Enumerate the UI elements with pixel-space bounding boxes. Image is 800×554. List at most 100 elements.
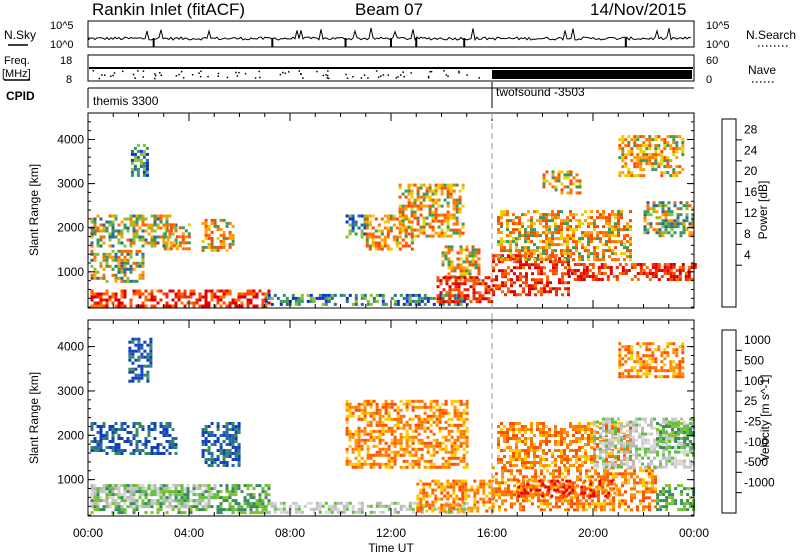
data-cell xyxy=(611,228,614,232)
data-cell xyxy=(399,465,403,469)
data-cell xyxy=(357,441,361,445)
data-cell xyxy=(423,429,427,433)
data-cell xyxy=(348,405,352,409)
data-cell xyxy=(431,491,435,495)
data-cell xyxy=(399,447,403,451)
data-cell xyxy=(658,201,662,205)
data-cell xyxy=(249,298,253,302)
data-cell xyxy=(105,255,109,259)
data-cell xyxy=(387,444,391,448)
data-cell xyxy=(105,301,109,305)
data-cell xyxy=(669,174,673,178)
data-cell xyxy=(195,298,199,302)
data-cell xyxy=(560,191,564,195)
data-cell xyxy=(501,466,504,470)
data-cell xyxy=(420,420,424,424)
data-cell xyxy=(401,223,405,227)
data-cell xyxy=(469,276,473,280)
data-cell xyxy=(527,252,530,256)
data-cell xyxy=(597,472,600,476)
data-cell xyxy=(366,450,370,454)
data-cell xyxy=(459,245,463,249)
data-cell xyxy=(561,254,564,258)
data-cell xyxy=(498,260,501,264)
data-cell xyxy=(526,482,530,486)
data-cell xyxy=(563,258,566,262)
data-cell xyxy=(225,499,229,503)
data-cell xyxy=(566,219,569,223)
data-cell xyxy=(147,493,151,497)
data-cell xyxy=(460,294,464,298)
data-cell xyxy=(267,499,271,503)
data-cell xyxy=(138,226,142,230)
data-cell xyxy=(166,223,170,227)
data-cell xyxy=(678,147,682,151)
data-cell xyxy=(639,147,643,151)
data-cell xyxy=(165,484,169,488)
data-cell xyxy=(153,490,157,494)
data-cell xyxy=(168,214,172,218)
data-cell xyxy=(425,494,429,498)
data-cell xyxy=(450,260,454,264)
data-cell xyxy=(142,155,146,159)
data-cell xyxy=(648,138,652,142)
data-cell xyxy=(651,138,655,142)
data-cell xyxy=(129,443,133,446)
data-cell xyxy=(149,349,153,353)
data-cell xyxy=(165,226,169,230)
data-cell xyxy=(138,261,142,265)
data-cell xyxy=(404,195,408,199)
data-cell xyxy=(630,472,633,476)
data-cell xyxy=(146,364,150,368)
data-cell xyxy=(231,443,235,446)
data-cell xyxy=(466,288,470,292)
data-cell xyxy=(294,510,298,514)
data-cell xyxy=(642,269,646,272)
data-cell xyxy=(426,459,430,463)
data-cell xyxy=(213,221,217,225)
data-cell xyxy=(381,420,385,424)
data-cell xyxy=(576,466,579,470)
data-cell xyxy=(410,207,414,211)
data-cell xyxy=(560,249,563,253)
data-cell xyxy=(569,225,572,229)
data-cell xyxy=(216,464,220,467)
data-cell xyxy=(524,252,527,256)
data-cell xyxy=(501,475,504,479)
data-cell xyxy=(222,230,226,234)
data-cell xyxy=(117,446,121,449)
data-cell xyxy=(507,272,510,276)
data-cell xyxy=(506,210,509,214)
data-cell xyxy=(93,437,97,440)
data-cell xyxy=(123,496,127,500)
data-cell xyxy=(150,244,154,248)
data-cell xyxy=(540,281,543,285)
data-cell xyxy=(566,237,569,241)
data-cell xyxy=(545,237,548,241)
data-cell xyxy=(627,478,630,482)
data-cell xyxy=(129,502,133,506)
data-cell xyxy=(554,188,558,192)
data-cell xyxy=(126,505,130,509)
data-cell xyxy=(572,234,575,238)
data-cell xyxy=(649,225,653,229)
data-cell xyxy=(165,496,169,500)
data-cell xyxy=(137,379,141,383)
data-cell xyxy=(567,260,570,264)
data-cell xyxy=(105,505,109,509)
data-cell xyxy=(407,232,411,236)
data-cell xyxy=(495,472,498,476)
data-cell xyxy=(140,370,144,374)
data-cell xyxy=(440,506,444,510)
data-cell xyxy=(111,267,115,271)
data-cell xyxy=(492,475,495,479)
data-cell xyxy=(372,465,376,469)
data-cell xyxy=(658,234,662,238)
data-cell xyxy=(219,508,223,512)
data-cell xyxy=(345,426,349,430)
data-cell xyxy=(90,232,94,236)
data-cell xyxy=(621,475,624,479)
data-cell xyxy=(549,269,552,273)
data-cell xyxy=(390,432,394,436)
data-cell xyxy=(189,301,193,305)
